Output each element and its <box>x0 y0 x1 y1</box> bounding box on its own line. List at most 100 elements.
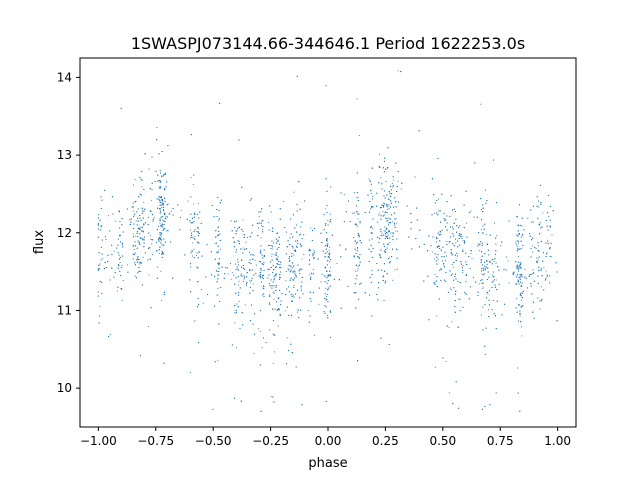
data-point <box>436 246 438 248</box>
data-point <box>144 252 146 254</box>
data-point <box>352 237 355 239</box>
data-point <box>109 230 111 232</box>
data-point <box>347 285 349 287</box>
data-point <box>545 242 547 244</box>
data-point <box>378 166 380 168</box>
data-point <box>496 300 498 302</box>
data-point <box>269 303 271 305</box>
data-point <box>455 238 457 240</box>
data-point <box>117 251 119 254</box>
data-point <box>383 195 385 197</box>
data-point <box>517 320 520 322</box>
data-point <box>253 352 255 354</box>
data-point <box>278 246 280 249</box>
data-point <box>149 188 151 190</box>
data-point <box>353 192 355 194</box>
data-point <box>217 273 219 275</box>
data-point <box>326 264 328 266</box>
data-point <box>134 241 136 243</box>
data-point <box>441 193 443 195</box>
data-point <box>537 259 539 261</box>
data-point <box>505 256 507 258</box>
data-point <box>397 180 399 182</box>
data-point <box>196 266 198 268</box>
data-point <box>416 207 418 209</box>
data-point <box>120 107 122 109</box>
data-point <box>260 252 262 254</box>
data-point <box>225 266 227 269</box>
data-point <box>154 181 156 183</box>
data-point <box>218 262 220 264</box>
data-point <box>476 216 478 218</box>
data-point <box>271 287 273 289</box>
data-point <box>163 206 165 209</box>
data-point <box>457 226 460 229</box>
data-point <box>137 258 139 261</box>
data-point <box>459 309 461 312</box>
data-point <box>513 271 515 273</box>
data-point <box>137 256 139 258</box>
data-point <box>357 360 359 362</box>
data-point <box>523 229 525 231</box>
data-point <box>245 241 247 243</box>
data-point <box>358 236 360 238</box>
data-point <box>213 216 215 218</box>
data-point <box>520 285 522 287</box>
data-point <box>99 315 101 317</box>
data-point <box>480 228 482 231</box>
data-point <box>439 231 441 233</box>
data-point <box>390 189 392 191</box>
data-point <box>383 206 385 208</box>
data-point <box>464 242 466 244</box>
data-point <box>269 295 271 297</box>
data-point <box>517 256 519 258</box>
data-point <box>258 216 260 218</box>
data-point <box>436 256 438 258</box>
data-point <box>268 282 271 285</box>
data-point <box>450 236 452 238</box>
data-point <box>259 364 261 366</box>
data-point <box>327 224 329 226</box>
data-point <box>242 281 244 283</box>
data-point <box>532 237 534 239</box>
data-point <box>419 229 421 231</box>
data-point <box>300 287 302 289</box>
data-point <box>430 245 432 247</box>
data-point <box>488 254 490 256</box>
data-point <box>457 246 459 248</box>
data-point <box>163 293 165 296</box>
data-point <box>287 240 289 242</box>
data-point <box>482 329 484 331</box>
data-point <box>444 279 446 281</box>
data-point <box>132 233 134 235</box>
data-point <box>217 235 219 237</box>
data-point <box>321 274 323 276</box>
data-point <box>160 196 162 198</box>
data-point <box>143 236 145 238</box>
data-point <box>454 210 457 213</box>
data-point <box>293 254 295 256</box>
data-point <box>223 277 225 279</box>
data-point <box>260 245 262 247</box>
data-point <box>353 292 355 294</box>
data-point <box>524 269 526 271</box>
data-point <box>286 288 288 290</box>
data-point <box>380 177 382 179</box>
data-point <box>141 212 143 214</box>
data-point <box>517 225 519 227</box>
data-point <box>515 298 518 300</box>
data-point <box>295 250 297 252</box>
data-point <box>164 189 166 191</box>
data-point <box>263 296 265 298</box>
data-point <box>246 276 248 278</box>
data-point <box>234 312 236 314</box>
data-point <box>118 265 120 267</box>
data-point <box>482 211 484 213</box>
data-point <box>519 276 521 278</box>
data-point <box>310 272 313 274</box>
data-point <box>440 279 442 281</box>
data-point <box>449 241 451 243</box>
data-point <box>278 307 280 310</box>
data-point <box>272 248 274 250</box>
